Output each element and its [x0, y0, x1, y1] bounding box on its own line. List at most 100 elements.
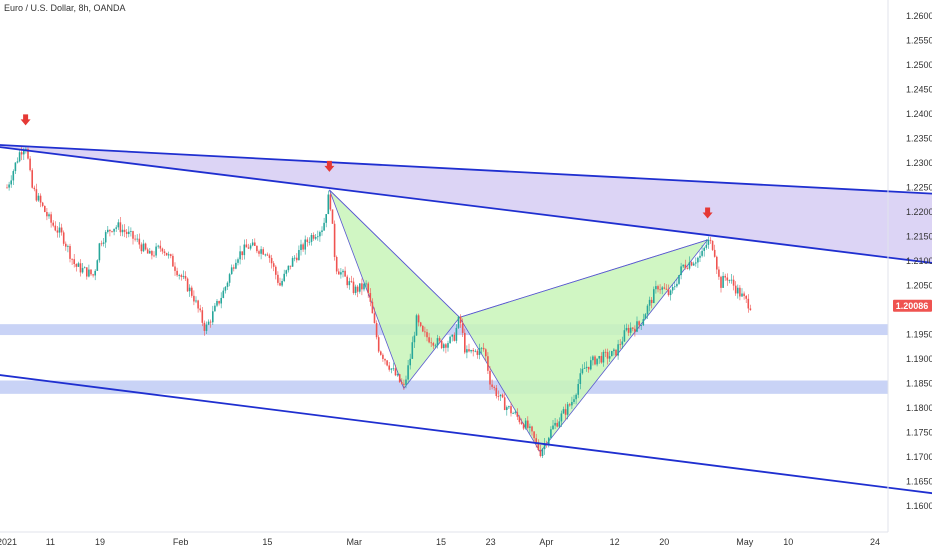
candle-body-117 [251, 242, 254, 246]
candle-body-30 [69, 246, 71, 259]
candle-body-337 [713, 249, 716, 257]
candle-body-127 [272, 263, 275, 267]
candle-body-62 [136, 238, 138, 240]
candle-body-98 [212, 311, 214, 323]
candle-body-54 [119, 222, 122, 233]
price-tick-label: 1.23500 [906, 134, 932, 144]
candle-body-187 [398, 374, 401, 383]
candle-body-162 [346, 276, 348, 286]
candle-body-323 [684, 264, 687, 269]
price-tick-label: 1.19500 [906, 330, 932, 340]
candle-body-233 [495, 387, 498, 397]
candle-body-120 [258, 251, 260, 254]
candle-body-161 [344, 270, 346, 277]
down-arrow-marker-2 [702, 207, 713, 219]
candle-body-159 [340, 272, 342, 275]
candle-body-66 [144, 243, 147, 250]
candle-body-345 [730, 279, 733, 281]
candle-body-348 [737, 287, 739, 294]
candle-body-203 [432, 343, 435, 346]
candle-body-47 [104, 232, 107, 243]
price-tick-label: 1.18500 [906, 379, 932, 389]
candle-body-178 [380, 351, 382, 355]
candle-body-67 [146, 249, 149, 254]
candle-body-89 [193, 295, 195, 302]
candle-body-217 [461, 323, 464, 333]
time-axis[interactable]: 2021 11 19 Feb 15 Mar 15 23 Apr 12 20 May 10 24 [0, 537, 880, 547]
candle-body-4 [14, 162, 17, 172]
candle-body-37 [83, 267, 86, 269]
candle-body-76 [165, 252, 168, 256]
candle-body-264 [560, 413, 563, 422]
time-tick-label: May [736, 537, 754, 547]
candle-body-104 [224, 286, 227, 291]
candle-body-63 [138, 238, 141, 245]
candle-body-158 [338, 271, 340, 275]
candle-body-329 [697, 257, 699, 263]
candle-body-194 [413, 335, 416, 343]
candle-body-40 [90, 269, 92, 275]
price-axis[interactable]: 1.26000 1.25500 1.25000 1.24500 1.24000 1.235… [906, 11, 932, 511]
candle-body-180 [384, 358, 386, 361]
candle-body-255 [541, 449, 544, 457]
candle-body-225 [478, 348, 481, 355]
price-tick-label: 1.19000 [906, 354, 932, 364]
candle-body-328 [695, 262, 697, 264]
harmonic-leg-bd [459, 239, 708, 318]
candle-body-150 [321, 230, 323, 233]
candle-body-301 [638, 321, 640, 326]
candle-body-335 [709, 239, 712, 241]
last-price-badge: 1.20086 [893, 299, 932, 312]
candle-body-350 [741, 293, 743, 297]
price-tick-label: 1.16500 [906, 477, 932, 487]
candle-body-291 [617, 344, 619, 356]
candle-body-100 [216, 300, 218, 306]
candle-body-171 [365, 283, 367, 285]
candle-body-14 [35, 189, 38, 201]
candle-body-209 [445, 344, 447, 348]
candle-body-60 [132, 231, 134, 239]
candle-body-74 [161, 248, 164, 252]
candle-body-282 [598, 356, 600, 359]
candle-body-302 [640, 325, 642, 326]
candle-body-212 [451, 334, 453, 337]
candle-body-273 [579, 373, 582, 384]
candle-body-23 [54, 225, 57, 231]
candle-body-167 [356, 286, 359, 292]
candle-body-20 [48, 214, 50, 217]
candle-body-347 [734, 285, 737, 294]
candle-body-90 [195, 300, 197, 302]
candle-body-1 [8, 184, 10, 188]
price-tick-label: 1.25000 [906, 60, 932, 70]
candle-body-16 [39, 195, 42, 203]
candle-body-174 [371, 301, 374, 314]
candle-body-279 [592, 356, 594, 361]
candle-body-300 [636, 321, 638, 332]
candle-body-55 [121, 229, 124, 233]
candle-body-114 [245, 244, 248, 248]
candle-body-133 [285, 270, 288, 274]
candle-body-276 [585, 366, 588, 368]
candle-body-75 [163, 251, 166, 253]
candle-body-50 [111, 231, 113, 232]
candle-body-155 [331, 209, 334, 224]
candle-body-183 [390, 368, 393, 370]
candle-body-107 [230, 267, 233, 275]
candle-body-325 [688, 262, 691, 269]
candle-body-39 [88, 269, 90, 277]
candle-body-142 [304, 239, 306, 250]
candle-body-175 [373, 313, 376, 323]
price-tick-label: 1.20500 [906, 281, 932, 291]
candle-body-293 [621, 341, 624, 345]
candle-body-34 [77, 263, 80, 267]
time-tick-label: 2021 [0, 537, 17, 547]
candle-body-156 [333, 223, 336, 257]
candle-body-249 [529, 426, 531, 428]
candle-body-129 [277, 274, 279, 283]
candle-body-173 [369, 293, 372, 302]
candle-body-160 [342, 270, 344, 273]
candle-body-189 [403, 383, 405, 385]
candle-body-80 [174, 266, 176, 271]
candle-body-0 [6, 187, 8, 189]
candle-body-35 [79, 263, 82, 273]
